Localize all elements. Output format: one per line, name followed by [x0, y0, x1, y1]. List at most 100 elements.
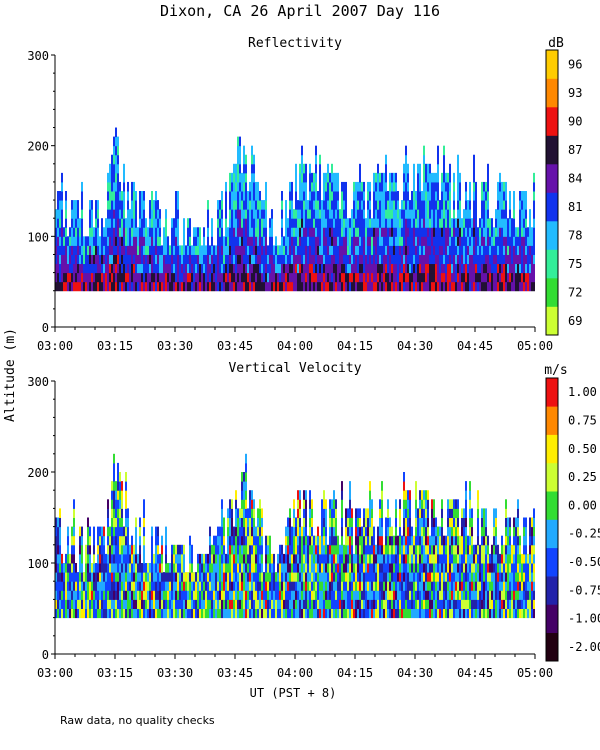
heatmap-cell	[109, 544, 111, 555]
heatmap-cell	[179, 572, 181, 582]
heatmap-cell	[323, 581, 325, 591]
heatmap-cell	[295, 181, 297, 192]
heatmap-cell	[261, 544, 263, 555]
heatmap-cell	[363, 517, 365, 528]
heatmap-cell	[487, 245, 489, 255]
heatmap-cell	[315, 245, 317, 255]
heatmap-cell	[155, 581, 157, 591]
heatmap-cell	[285, 200, 287, 210]
heatmap-cell	[367, 254, 369, 265]
heatmap-cell	[121, 191, 123, 201]
heatmap-cell	[83, 572, 85, 582]
heatmap-cell	[497, 218, 499, 228]
heatmap-cell	[495, 281, 497, 292]
heatmap-cell	[381, 553, 383, 564]
heatmap-cell	[127, 281, 129, 292]
heatmap-cell	[59, 526, 61, 537]
heatmap-cell	[195, 608, 197, 619]
heatmap-cell	[111, 608, 113, 619]
heatmap-cell	[283, 572, 285, 582]
heatmap-cell	[385, 563, 387, 573]
heatmap-cell	[279, 553, 281, 564]
heatmap-cell	[483, 508, 485, 518]
heatmap-cell	[249, 526, 251, 537]
heatmap-cell	[95, 590, 97, 600]
heatmap-cell	[235, 535, 237, 546]
heatmap-cell	[77, 608, 79, 619]
heatmap-cell	[223, 236, 225, 246]
heatmap-cell	[329, 200, 331, 210]
heatmap-cell	[299, 590, 301, 600]
heatmap-cell	[241, 553, 243, 564]
heatmap-cell	[477, 281, 479, 292]
heatmap-cell	[521, 200, 523, 210]
heatmap-cell	[413, 535, 415, 546]
heatmap-cell	[375, 218, 377, 228]
heatmap-cell	[293, 218, 295, 228]
heatmap-cell	[189, 599, 191, 609]
heatmap-cell	[225, 227, 227, 237]
heatmap-cell	[431, 544, 433, 555]
heatmap-cell	[377, 191, 379, 201]
heatmap-cell	[293, 535, 295, 546]
heatmap-cell	[349, 481, 351, 491]
heatmap-cell	[355, 209, 357, 219]
heatmap-cell	[213, 581, 215, 591]
heatmap-cell	[147, 599, 149, 609]
heatmap-cell	[219, 535, 221, 546]
heatmap-cell	[499, 236, 501, 246]
heatmap-cell	[383, 599, 385, 609]
heatmap-cell	[339, 236, 341, 246]
heatmap-cell	[59, 254, 61, 265]
heatmap-cell	[407, 599, 409, 609]
heatmap-cell	[67, 236, 69, 246]
heatmap-cell	[407, 263, 409, 274]
heatmap-cell	[421, 508, 423, 518]
heatmap-cell	[351, 563, 353, 573]
heatmap-cell	[435, 281, 437, 292]
heatmap-cell	[425, 526, 427, 537]
heatmap-cell	[79, 263, 81, 274]
heatmap-cell	[111, 263, 113, 274]
heatmap-cell	[333, 227, 335, 237]
heatmap-cell	[91, 572, 93, 582]
heatmap-cell	[457, 154, 459, 165]
heatmap-cell	[529, 245, 531, 255]
heatmap-cell	[461, 517, 463, 528]
heatmap-cell	[525, 236, 527, 246]
heatmap-cell	[259, 517, 261, 528]
heatmap-cell	[57, 572, 59, 582]
heatmap-cell	[245, 254, 247, 265]
heatmap-cell	[223, 608, 225, 619]
heatmap-cell	[163, 281, 165, 292]
heatmap-cell	[245, 236, 247, 246]
heatmap-cell	[83, 581, 85, 591]
heatmap-cell	[411, 535, 413, 546]
heatmap-cell	[295, 563, 297, 573]
heatmap-cell	[177, 200, 179, 210]
heatmap-cell	[391, 272, 393, 283]
heatmap-cell	[133, 245, 135, 255]
heatmap-cell	[165, 209, 167, 219]
heatmap-cell	[309, 272, 311, 283]
heatmap-cell	[487, 209, 489, 219]
heatmap-cell	[227, 526, 229, 537]
heatmap-cell	[143, 200, 145, 210]
colorbar-tick-label: 78	[568, 228, 582, 242]
heatmap-cell	[403, 517, 405, 528]
heatmap-cell	[71, 526, 73, 537]
heatmap-cell	[103, 581, 105, 591]
heatmap-cell	[169, 572, 171, 582]
heatmap-cell	[315, 553, 317, 564]
heatmap-cell	[327, 608, 329, 619]
heatmap-cell	[371, 272, 373, 283]
heatmap-cell	[421, 499, 423, 509]
heatmap-cell	[381, 490, 383, 500]
heatmap-cell	[461, 563, 463, 573]
heatmap-cell	[243, 608, 245, 619]
heatmap-cell	[239, 136, 241, 147]
heatmap-cell	[413, 599, 415, 609]
heatmap-cell	[57, 553, 59, 564]
colorbar-tick-label: 75	[568, 257, 582, 271]
heatmap-cell	[83, 254, 85, 265]
